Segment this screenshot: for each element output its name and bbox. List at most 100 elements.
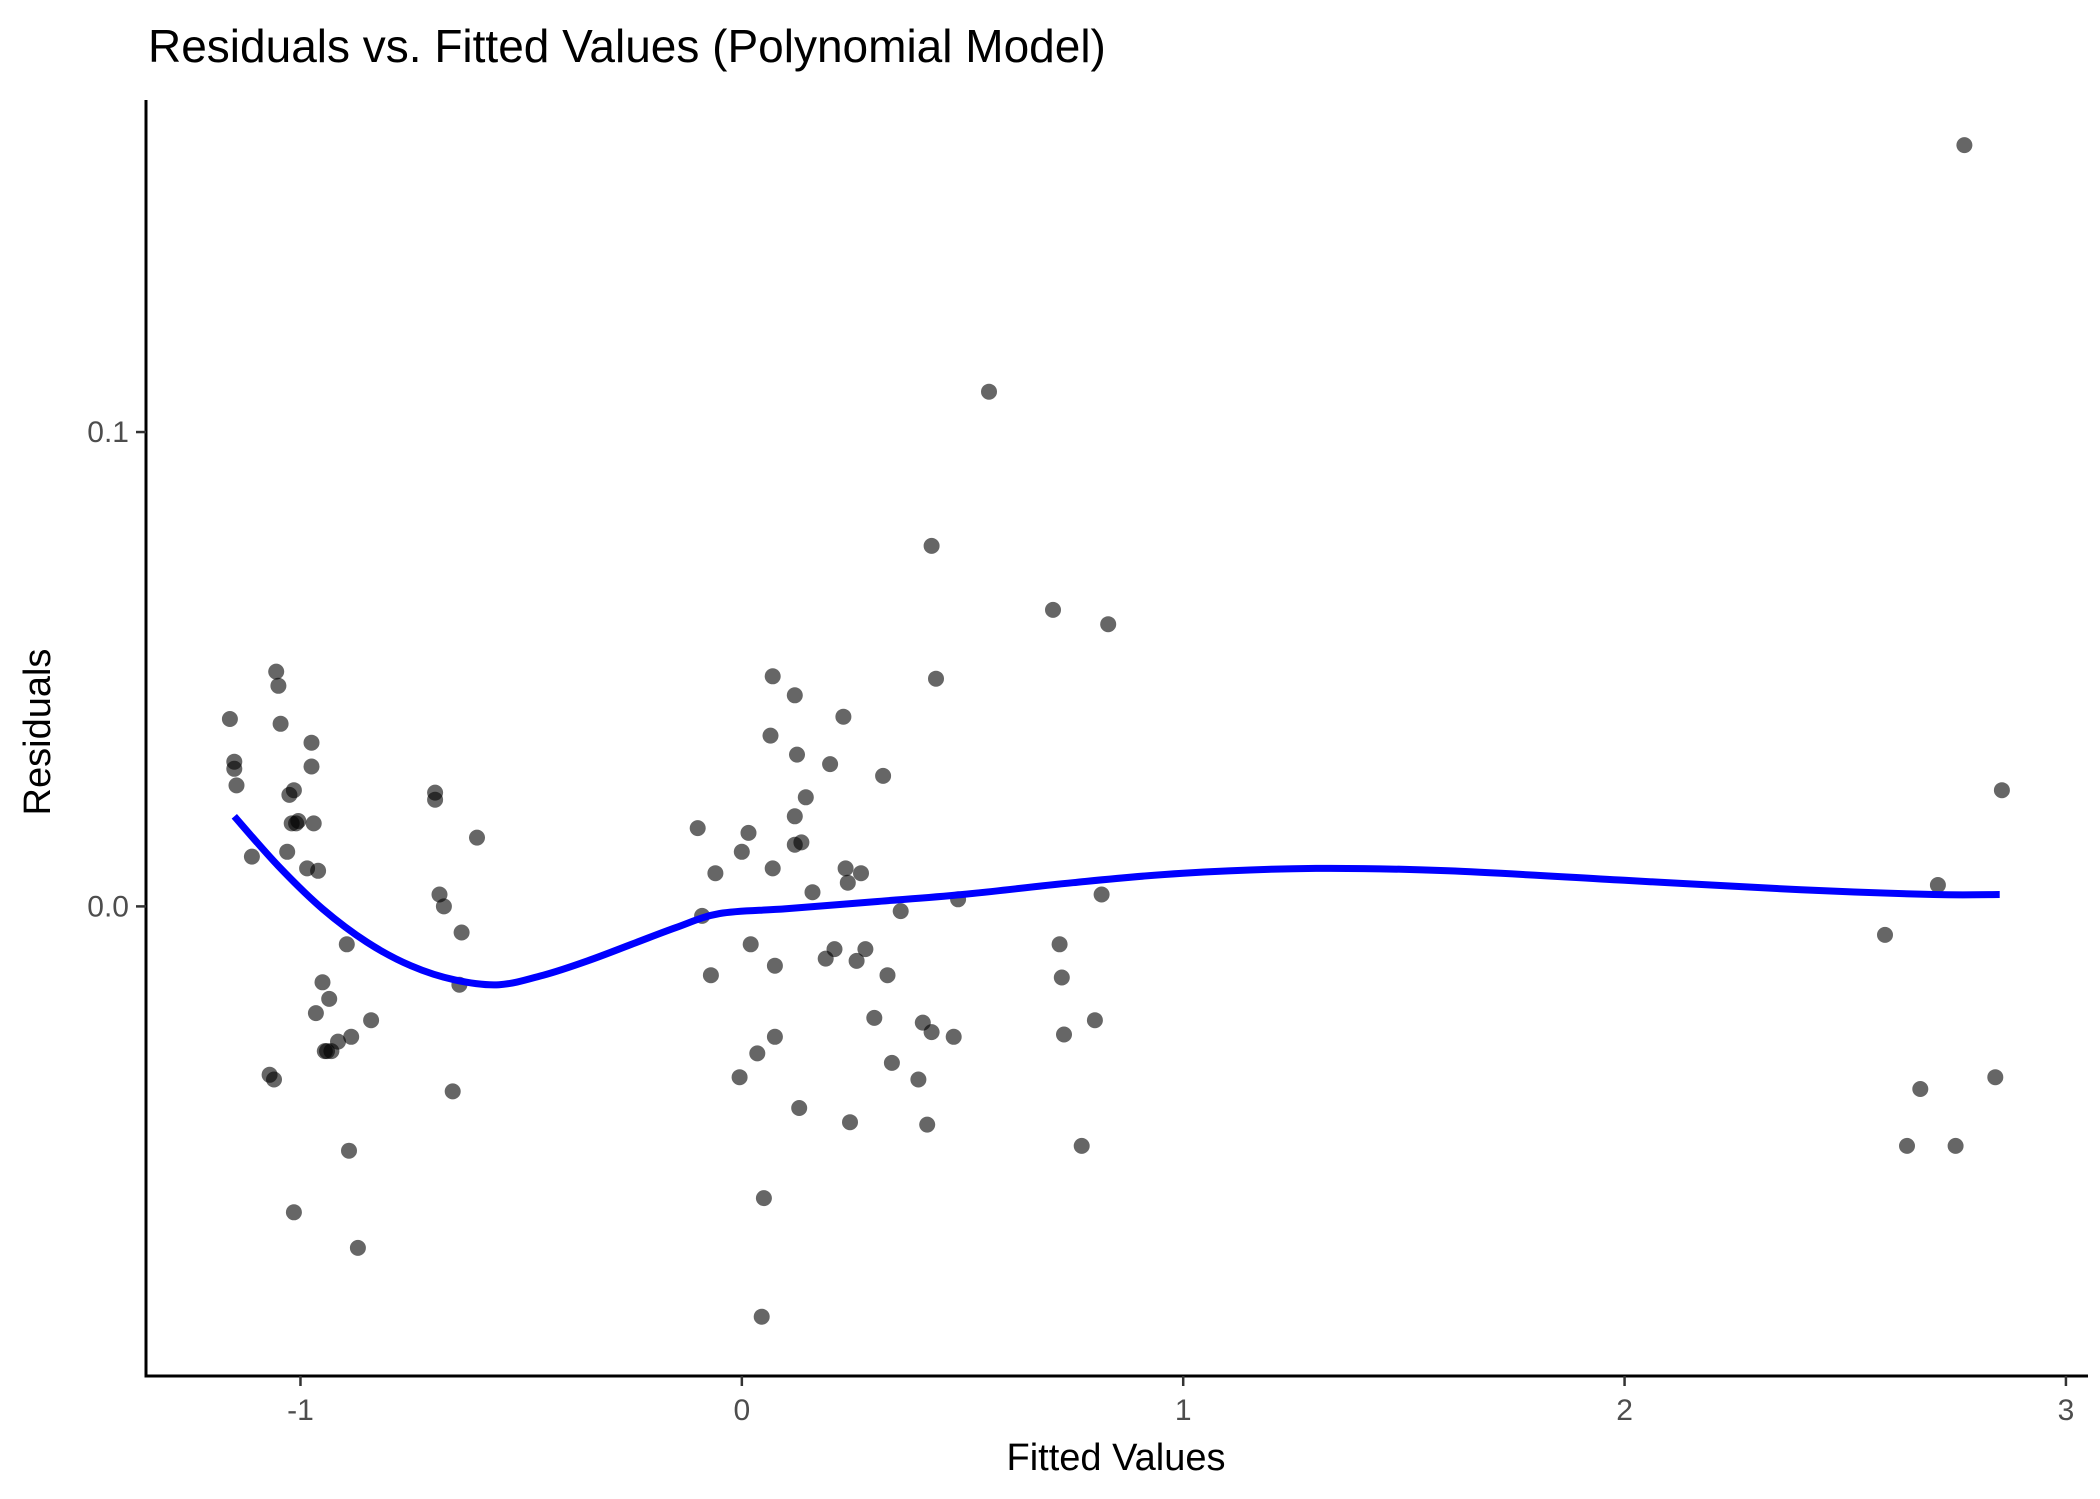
data-point — [835, 708, 852, 725]
data-point — [733, 843, 750, 860]
data-point — [848, 952, 865, 969]
data-point — [923, 537, 940, 554]
data-point — [270, 677, 287, 694]
data-point — [919, 1116, 936, 1133]
data-point — [875, 767, 892, 784]
data-point — [749, 1045, 766, 1062]
data-point — [1929, 877, 1946, 893]
data-point — [349, 1239, 366, 1256]
data-point — [1051, 936, 1068, 953]
data-point — [1073, 1137, 1090, 1154]
data-point — [1947, 1137, 1964, 1154]
data-point — [341, 1142, 357, 1159]
chart-title: Residuals vs. Fitted Values (Polynomial … — [148, 20, 1106, 72]
data-point — [764, 860, 781, 877]
data-point — [928, 670, 944, 687]
data-point — [826, 941, 843, 958]
y-tick-label: 0.1 — [87, 416, 129, 449]
data-point — [1086, 1012, 1103, 1029]
data-point — [310, 862, 327, 879]
data-point — [303, 734, 320, 751]
data-point — [853, 865, 869, 882]
data-point — [764, 668, 781, 685]
data-point — [945, 1028, 962, 1045]
data-point — [689, 820, 706, 837]
data-point — [453, 924, 470, 941]
y-axis-label: Residuals — [17, 649, 59, 816]
data-point — [343, 1028, 360, 1045]
data-point — [981, 383, 997, 400]
data-point — [789, 746, 805, 763]
data-point — [842, 1114, 858, 1131]
data-point — [330, 1033, 346, 1050]
data-point — [243, 848, 260, 865]
data-point — [740, 824, 757, 841]
data-point — [285, 1204, 302, 1221]
data-point — [883, 1054, 900, 1071]
data-point — [762, 727, 779, 744]
data-point — [731, 1069, 748, 1086]
data-point — [923, 1024, 940, 1041]
data-point — [707, 865, 724, 882]
data-point — [363, 1012, 380, 1029]
data-point — [444, 1083, 461, 1100]
data-point — [427, 791, 444, 808]
data-point — [1993, 782, 2010, 799]
data-point — [303, 758, 320, 775]
points-layer — [221, 137, 2010, 1325]
data-point — [305, 815, 322, 832]
data-point — [1093, 886, 1110, 903]
data-point — [272, 715, 289, 732]
x-tick-label: 3 — [2058, 1394, 2075, 1427]
data-point — [338, 936, 355, 953]
data-point — [755, 1190, 772, 1207]
x-axis-ticks: -1 0 1 2 3 — [287, 1376, 2074, 1427]
data-point — [1877, 926, 1893, 943]
data-point — [1956, 137, 1973, 154]
data-point — [742, 936, 759, 953]
data-point — [321, 990, 338, 1007]
data-point — [228, 777, 245, 794]
y-tick-label: 0.0 — [87, 890, 129, 923]
data-point — [791, 1100, 808, 1116]
data-point — [822, 756, 839, 773]
data-point — [1100, 616, 1117, 633]
data-point — [857, 941, 874, 958]
data-point — [793, 834, 810, 851]
data-point — [314, 974, 331, 991]
data-point — [766, 957, 783, 974]
data-point — [469, 829, 485, 846]
data-point — [285, 782, 302, 799]
x-axis-label: Fitted Values — [1007, 1437, 1226, 1479]
data-point — [1053, 969, 1070, 986]
data-point — [702, 967, 719, 984]
x-tick-label: 1 — [1175, 1394, 1192, 1427]
data-point — [797, 789, 814, 806]
x-tick-label: -1 — [287, 1394, 314, 1427]
data-point — [879, 967, 896, 984]
data-point — [279, 843, 296, 860]
data-point — [1912, 1081, 1929, 1097]
data-point — [786, 687, 803, 704]
data-point — [268, 663, 285, 680]
data-point — [837, 860, 854, 877]
data-point — [1899, 1137, 1915, 1154]
data-point — [804, 884, 821, 901]
data-point — [266, 1071, 282, 1088]
x-tick-label: 0 — [733, 1394, 750, 1427]
data-point — [221, 711, 238, 727]
data-point — [786, 808, 803, 825]
data-point — [290, 813, 307, 829]
data-point — [839, 874, 856, 891]
data-point — [753, 1308, 770, 1325]
data-point — [766, 1028, 783, 1045]
data-point — [307, 1005, 324, 1022]
y-axis-ticks: 0.0 0.1 — [87, 416, 146, 923]
data-point — [892, 903, 909, 920]
data-point — [910, 1071, 927, 1088]
data-point — [1056, 1026, 1072, 1043]
x-tick-label: 2 — [1616, 1394, 1633, 1427]
data-point — [866, 1009, 883, 1026]
data-point — [435, 898, 452, 915]
